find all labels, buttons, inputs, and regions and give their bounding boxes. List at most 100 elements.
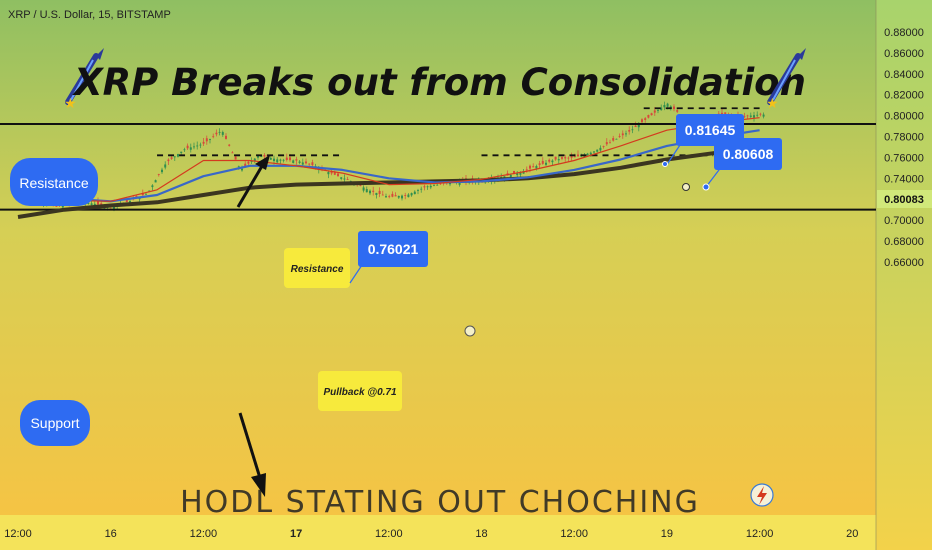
candle-body	[759, 113, 762, 115]
candle-body	[359, 184, 362, 186]
moving-average-line[interactable]	[17, 129, 760, 203]
candle-body	[724, 112, 727, 114]
candle-body	[516, 173, 519, 176]
mid-resistance-note[interactable]: Resistance	[284, 248, 350, 288]
x-tick-label: 12:00	[190, 528, 218, 540]
candle-body	[161, 169, 163, 173]
x-tick-label: 12:00	[560, 528, 588, 540]
candle-body	[743, 116, 746, 118]
symbol-header[interactable]: XRP / U.S. Dollar, 15, BITSTAMP	[8, 9, 171, 21]
candle-body	[87, 203, 90, 204]
candle-body	[205, 138, 208, 142]
candle-body	[125, 199, 128, 202]
moving-average-line[interactable]	[17, 143, 760, 219]
candle-body	[148, 190, 151, 192]
candle-body	[151, 185, 154, 188]
candle-body	[535, 166, 538, 169]
pullback-note[interactable]: Pullback @0.71	[318, 371, 402, 411]
candle-body	[513, 170, 515, 175]
candle-body	[391, 193, 394, 197]
candle-body	[247, 161, 250, 164]
candle-body	[458, 181, 461, 185]
candle-body	[666, 103, 669, 107]
moving-average-line[interactable]	[17, 117, 760, 202]
callout-0-76021[interactable]: 0.76021	[349, 231, 428, 284]
candle-body	[602, 145, 605, 147]
candle-body	[721, 112, 723, 114]
resistance-badge[interactable]: Resistance	[10, 158, 98, 206]
candle-body	[157, 174, 160, 175]
candle-body	[215, 132, 218, 135]
y-tick-label: 0.74000	[884, 173, 924, 185]
candle-body	[289, 157, 291, 161]
svg-text:★: ★	[64, 96, 77, 112]
candle-body	[199, 144, 202, 146]
candle-body	[570, 156, 573, 158]
candle-body	[129, 200, 131, 204]
moving-averages-layer	[17, 117, 760, 219]
candle-body	[311, 162, 314, 166]
candle-body	[641, 119, 643, 123]
x-tick-label: 19	[661, 528, 673, 540]
candle-body	[644, 118, 647, 121]
candle-body	[378, 190, 381, 194]
candle-body	[545, 162, 547, 165]
candle-body	[557, 159, 560, 161]
candle-body	[253, 158, 256, 162]
last-price-tag: 0.80083	[877, 190, 932, 208]
candle-body	[529, 165, 531, 169]
candle-body	[221, 132, 224, 135]
candle-body	[340, 177, 343, 179]
price-axis-panel[interactable]	[876, 0, 932, 550]
candle-body	[410, 193, 413, 196]
last-price-value: 0.80083	[884, 194, 924, 206]
candle-body	[388, 196, 391, 198]
candle-body	[97, 201, 99, 205]
candle-body	[193, 146, 195, 148]
rocket-icon-left: ★	[64, 48, 104, 112]
candle-body	[615, 138, 618, 140]
candle-body	[541, 160, 544, 164]
candle-body	[180, 151, 183, 153]
candle-body	[295, 159, 298, 161]
y-tick-label: 0.66000	[884, 257, 924, 269]
candle-body	[385, 196, 387, 198]
candle-body	[343, 178, 346, 180]
candle-body	[285, 157, 288, 161]
candle-body	[228, 144, 231, 146]
candle-body	[365, 189, 368, 193]
candle-body	[196, 145, 199, 147]
support-badge[interactable]: Support	[20, 400, 90, 446]
callout-0-80608-label: 0.80608	[723, 146, 774, 162]
candle-body	[749, 115, 752, 117]
x-tick-label: 20	[846, 528, 858, 540]
candle-body	[189, 147, 192, 150]
arrow-down-icon	[238, 412, 266, 497]
lightning-icon[interactable]	[750, 483, 774, 507]
callout-0-80608[interactable]: 0.80608	[705, 138, 782, 188]
y-tick-label: 0.78000	[884, 132, 924, 144]
candle-body	[637, 124, 640, 128]
candle-body	[532, 166, 535, 168]
candle-body	[567, 157, 570, 159]
time-axis-panel[interactable]	[0, 515, 876, 550]
resistance-badge-label: Resistance	[19, 175, 88, 191]
candle-body	[500, 176, 503, 178]
y-tick-label: 0.76000	[884, 152, 924, 164]
candle-body	[225, 135, 227, 139]
y-tick-label: 0.88000	[884, 27, 924, 39]
candle-body	[279, 159, 282, 161]
candle-body	[212, 136, 215, 138]
candle-body	[369, 190, 371, 194]
candle-body	[596, 149, 599, 152]
candle-body	[429, 185, 432, 188]
candle-body	[647, 115, 650, 118]
support-badge-label: Support	[30, 415, 79, 431]
candle-body	[257, 156, 259, 158]
candle-body	[561, 157, 563, 159]
candle-body	[237, 166, 240, 168]
x-tick-label: 12:00	[746, 528, 774, 540]
candle-body	[519, 172, 522, 175]
candle-body	[413, 191, 416, 195]
